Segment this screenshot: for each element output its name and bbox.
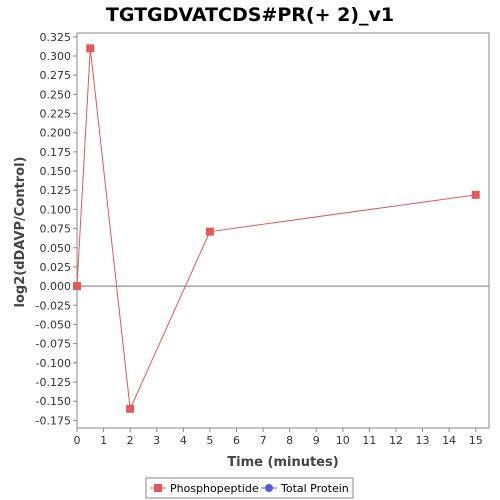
y-tick-label: -0.150: [36, 395, 71, 408]
data-point: [126, 404, 135, 413]
legend-label: Phosphopeptide: [170, 482, 259, 495]
x-tick-label: 3: [153, 434, 160, 447]
y-tick-label: -0.175: [36, 414, 71, 427]
x-tick-label: 12: [389, 434, 403, 447]
y-axis-label: log2(dDAVP/Control): [13, 157, 28, 308]
y-tick-label: -0.050: [36, 318, 71, 331]
y-tick-label: 0.275: [40, 69, 72, 82]
x-tick-label: 9: [313, 434, 320, 447]
x-tick-label: 15: [469, 434, 483, 447]
x-tick-label: 8: [286, 434, 293, 447]
y-tick-label: 0.250: [40, 88, 72, 101]
y-tick-label: -0.125: [36, 376, 71, 389]
y-tick-label: -0.025: [36, 299, 71, 312]
x-axis-label: Time (minutes): [227, 455, 338, 470]
y-tick-label: 0.150: [40, 165, 72, 178]
x-tick-label: 10: [336, 434, 350, 447]
series-layer: [73, 44, 480, 413]
x-tick-label: 1: [100, 434, 107, 447]
legend-marker: [154, 484, 162, 492]
x-axis: 0 1 2 3 4 5 6 7 8 9 10 11 12 13 14 15: [74, 428, 483, 447]
legend-label: Total Protein: [280, 482, 349, 495]
y-tick-label: -0.100: [36, 357, 71, 370]
x-tick-label: 5: [206, 434, 213, 447]
y-tick-label: 0.050: [40, 242, 72, 255]
x-tick-label: 4: [180, 434, 187, 447]
legend-box: [145, 477, 354, 499]
y-tick-label: 0.025: [40, 261, 72, 274]
x-tick-label: 14: [442, 434, 456, 447]
y-tick-label: 0.225: [40, 108, 72, 121]
legend-marker: [265, 484, 273, 492]
x-tick-label: 11: [362, 434, 376, 447]
plot-border: [76, 32, 490, 429]
y-tick-label: 0.125: [40, 184, 72, 197]
y-axis: -0.175 -0.150 -0.125 -0.100 -0.075 -0.050 -0.0…: [36, 31, 77, 427]
y-tick-label: 0.000: [40, 280, 72, 293]
y-tick-label: 0.200: [40, 127, 72, 140]
data-point: [86, 44, 95, 53]
data-point: [73, 282, 81, 291]
legend: Phosphopeptide Total Protein: [145, 477, 354, 499]
y-tick-label: 0.300: [40, 50, 72, 63]
x-tick-label: 0: [74, 434, 81, 447]
y-tick-label: 0.175: [40, 146, 72, 159]
data-point: [205, 227, 214, 236]
x-tick-label: 7: [260, 434, 267, 447]
y-tick-label: 0.100: [40, 203, 72, 216]
x-tick-label: 6: [233, 434, 240, 447]
x-tick-label: 13: [416, 434, 430, 447]
data-point: [471, 190, 480, 199]
y-tick-label: 0.075: [40, 223, 72, 236]
y-tick-label: 0.325: [40, 31, 72, 44]
plot-area: [76, 32, 490, 429]
x-tick-label: 2: [127, 434, 134, 447]
chart-title: TGTGDVATCDS#PR(+ 2)_v1: [106, 4, 394, 26]
y-tick-label: -0.075: [36, 338, 71, 351]
